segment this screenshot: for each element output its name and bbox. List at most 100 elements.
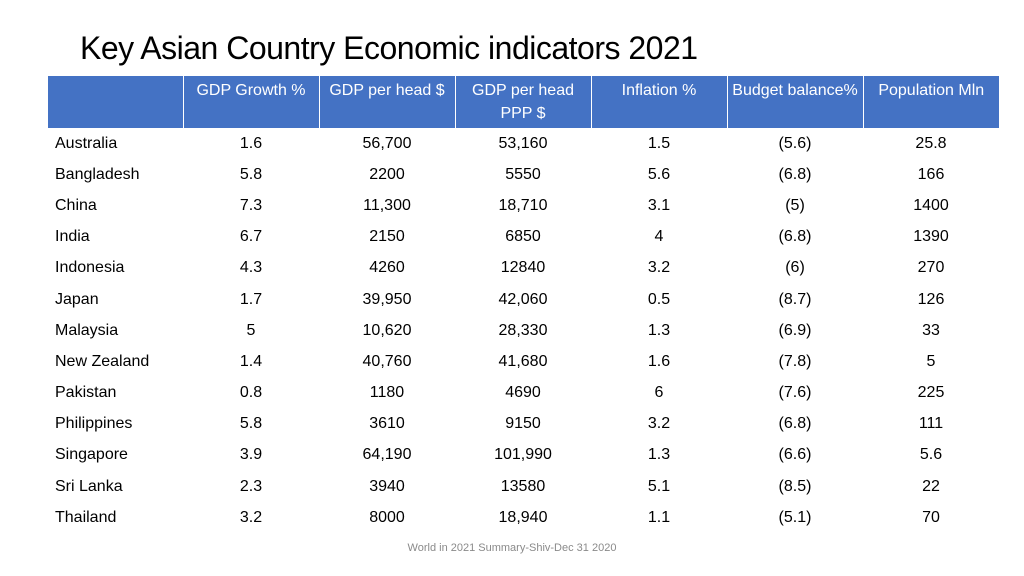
gdp-growth-cell: 0.8 [239, 384, 263, 402]
inflation-cell: 6 [654, 384, 664, 402]
gdp-per-head-ppp-cell: 12840 [500, 259, 546, 277]
budget-balance-cell: (6.8) [778, 165, 812, 183]
table-row: Singapore 3.9 64,190 101,990 1.3 (6.6) 5.6 [48, 440, 999, 471]
country-cell: India [55, 228, 90, 246]
population-cell: 33 [922, 321, 940, 339]
slide-title: Key Asian Country Economic indicators 20… [80, 30, 698, 66]
table-row: Sri Lanka 2.3 3940 13580 5.1 (8.5) 22 [48, 471, 999, 502]
population-cell: 225 [917, 384, 945, 402]
gdp-per-head-cell: 8000 [369, 508, 405, 526]
gdp-growth-cell: 2.3 [239, 477, 263, 495]
country-cell: Pakistan [55, 384, 117, 402]
budget-balance-cell: (7.8) [778, 352, 812, 370]
gdp-per-head-cell: 2150 [369, 228, 405, 246]
table-row: Indonesia 4.3 4260 12840 3.2 (6) 270 [48, 253, 999, 284]
gdp-per-head-ppp-cell: 18,940 [498, 508, 548, 526]
gdp-growth-cell: 1.6 [239, 134, 263, 152]
gdp-per-head-cell: 40,760 [362, 352, 412, 370]
gdp-per-head-ppp-cell: 41,680 [498, 352, 548, 370]
gdp-per-head-ppp-cell: 18,710 [498, 196, 548, 214]
inflation-cell: 1.6 [647, 352, 671, 370]
header-population: Population Mln [863, 76, 999, 128]
header-country [48, 76, 184, 128]
population-cell: 270 [917, 259, 945, 277]
gdp-growth-cell: 5.8 [239, 165, 263, 183]
table-row: Australia 1.6 56,700 53,160 1.5 (5.6) 25.8 [48, 128, 999, 159]
table-row: India 6.7 2150 6850 4 (6.8) 1390 [48, 222, 999, 253]
gdp-per-head-ppp-cell: 13580 [500, 477, 546, 495]
header-inflation: Inflation % [591, 76, 728, 128]
inflation-cell: 1.5 [647, 134, 671, 152]
country-cell: China [55, 196, 97, 214]
country-cell: New Zealand [55, 352, 150, 370]
budget-balance-cell: (8.5) [778, 477, 812, 495]
gdp-per-head-cell: 39,950 [362, 290, 412, 308]
budget-balance-cell: (5.6) [778, 134, 812, 152]
inflation-cell: 1.3 [647, 446, 671, 464]
population-cell: 1400 [913, 196, 949, 214]
indicators-table: GDP Growth % GDP per head $ GDP per head P… [48, 76, 999, 533]
gdp-growth-cell: 3.2 [239, 508, 263, 526]
country-cell: Philippines [55, 415, 133, 433]
table-row: Thailand 3.2 8000 18,940 1.1 (5.1) 70 [48, 502, 999, 533]
population-cell: 1390 [913, 228, 949, 246]
budget-balance-cell: (8.7) [778, 290, 812, 308]
population-cell: 166 [917, 165, 945, 183]
table-body: Australia 1.6 56,700 53,160 1.5 (5.6) 25.8 Bang… [48, 128, 999, 533]
country-cell: Malaysia [55, 321, 119, 339]
gdp-per-head-cell: 64,190 [362, 446, 412, 464]
table-row: Bangladesh 5.8 2200 5550 5.6 (6.8) 166 [48, 159, 999, 190]
gdp-growth-cell: 7.3 [239, 196, 263, 214]
gdp-per-head-ppp-cell: 5550 [505, 165, 541, 183]
header-budget-balance: Budget balance% [727, 76, 864, 128]
population-cell: 22 [922, 477, 940, 495]
gdp-growth-cell: 6.7 [239, 228, 263, 246]
table-row: Malaysia 5 10,620 28,330 1.3 (6.9) 33 [48, 315, 999, 346]
inflation-cell: 3.2 [647, 259, 671, 277]
header-gdp-per-head: GDP per head $ [319, 76, 456, 128]
budget-balance-cell: (7.6) [778, 384, 812, 402]
country-cell: Japan [55, 290, 99, 308]
budget-balance-cell: (6) [785, 259, 805, 277]
gdp-per-head-ppp-cell: 9150 [505, 415, 541, 433]
budget-balance-cell: (5.1) [778, 508, 812, 526]
inflation-cell: 5.1 [647, 477, 671, 495]
slide-footer: World in 2021 Summary-Shiv-Dec 31 2020 [407, 542, 617, 554]
header-gdp-per-head-ppp: GDP per head PPP $ [455, 76, 592, 128]
population-cell: 5.6 [919, 446, 943, 464]
budget-balance-cell: (6.6) [778, 446, 812, 464]
budget-balance-cell: (6.9) [778, 321, 812, 339]
gdp-per-head-cell: 1180 [369, 384, 405, 402]
population-cell: 5 [926, 352, 936, 370]
gdp-growth-cell: 5 [246, 321, 256, 339]
inflation-cell: 1.3 [647, 321, 671, 339]
budget-balance-cell: (6.8) [778, 415, 812, 433]
population-cell: 70 [922, 508, 940, 526]
gdp-per-head-ppp-cell: 4690 [505, 384, 541, 402]
table-row: China 7.3 11,300 18,710 3.1 (5) 1400 [48, 190, 999, 221]
table-row: Philippines 5.8 3610 9150 3.2 (6.8) 111 [48, 409, 999, 440]
inflation-cell: 3.1 [647, 196, 671, 214]
gdp-growth-cell: 1.7 [239, 290, 263, 308]
budget-balance-cell: (5) [785, 196, 805, 214]
gdp-per-head-cell: 3610 [369, 415, 405, 433]
gdp-per-head-cell: 3940 [369, 477, 405, 495]
table-header: GDP Growth % GDP per head $ GDP per head P… [48, 76, 999, 128]
gdp-per-head-ppp-cell: 101,990 [494, 446, 552, 464]
population-cell: 25.8 [915, 134, 947, 152]
country-cell: Singapore [55, 446, 128, 464]
table-row: New Zealand 1.4 40,760 41,680 1.6 (7.8) 5 [48, 346, 999, 377]
gdp-per-head-cell: 11,300 [363, 196, 411, 214]
inflation-cell: 5.6 [647, 165, 671, 183]
country-cell: Thailand [55, 508, 117, 526]
gdp-per-head-cell: 10,620 [362, 321, 412, 339]
gdp-per-head-ppp-cell: 6850 [505, 228, 541, 246]
gdp-growth-cell: 4.3 [239, 259, 263, 277]
gdp-per-head-cell: 4260 [369, 259, 405, 277]
population-cell: 126 [917, 290, 945, 308]
gdp-per-head-cell: 56,700 [362, 134, 412, 152]
gdp-per-head-ppp-cell: 28,330 [498, 321, 548, 339]
country-cell: Indonesia [55, 259, 125, 277]
header-gdp-growth: GDP Growth % [183, 76, 320, 128]
header-row: GDP Growth % GDP per head $ GDP per head P… [48, 76, 999, 128]
